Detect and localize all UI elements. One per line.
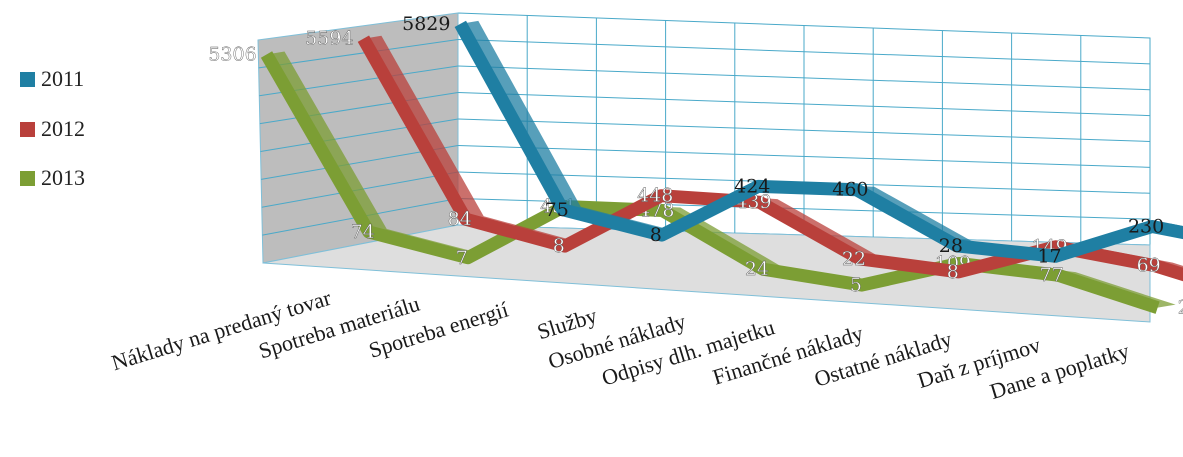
- data-label-2011-4: 424: [734, 175, 770, 197]
- series-line-2011: [454, 20, 1183, 263]
- data-label-2012-9: 69: [1137, 255, 1161, 277]
- legend-item-2013: 2013: [20, 165, 85, 191]
- legend-swatch-2012: [20, 121, 35, 137]
- data-label-2013-1: 5306: [208, 44, 256, 66]
- data-label-2012-7: 8: [947, 261, 959, 283]
- data-label-2013-2: 74: [351, 221, 375, 243]
- data-label-2012-2: 84: [448, 208, 472, 230]
- data-label-2012-3: 8: [553, 235, 565, 257]
- series-line-2012: [357, 35, 1183, 282]
- legend-label-2013: 2013: [41, 165, 85, 190]
- data-label-2013-7: 5: [850, 274, 862, 296]
- data-label-2011-3: 8: [650, 224, 662, 246]
- data-label-2011-8: 230: [1128, 215, 1164, 237]
- series-line-2013: [260, 51, 1160, 314]
- data-label-2011-5: 460: [832, 179, 868, 201]
- data-label-2012-1: 5594: [305, 28, 353, 50]
- data-label-2012-4: 448: [637, 185, 673, 207]
- legend-item-2012: 2012: [20, 116, 85, 142]
- data-label-2013-10: 2: [1178, 297, 1183, 319]
- legend-swatch-2013: [20, 170, 35, 186]
- gridline-side: [258, 39, 459, 69]
- data-label-2013-3: 7: [456, 247, 468, 269]
- data-label-2011-1: 5829: [402, 13, 450, 35]
- legend-item-2011: 2011: [20, 66, 84, 92]
- legend-label-2012: 2012: [41, 116, 85, 141]
- data-label-2013-9: 77: [1039, 264, 1063, 286]
- legend-swatch-2011: [20, 71, 35, 87]
- data-label-2011-2: 75: [545, 199, 569, 221]
- legend-label-2011: 2011: [41, 66, 85, 91]
- data-label-2011-6: 28: [939, 235, 963, 257]
- data-label-2013-6: 24: [745, 258, 769, 280]
- gridline-side: [259, 92, 459, 125]
- data-label-2012-6: 22: [842, 248, 866, 270]
- data-label-2011-7: 17: [1037, 245, 1061, 267]
